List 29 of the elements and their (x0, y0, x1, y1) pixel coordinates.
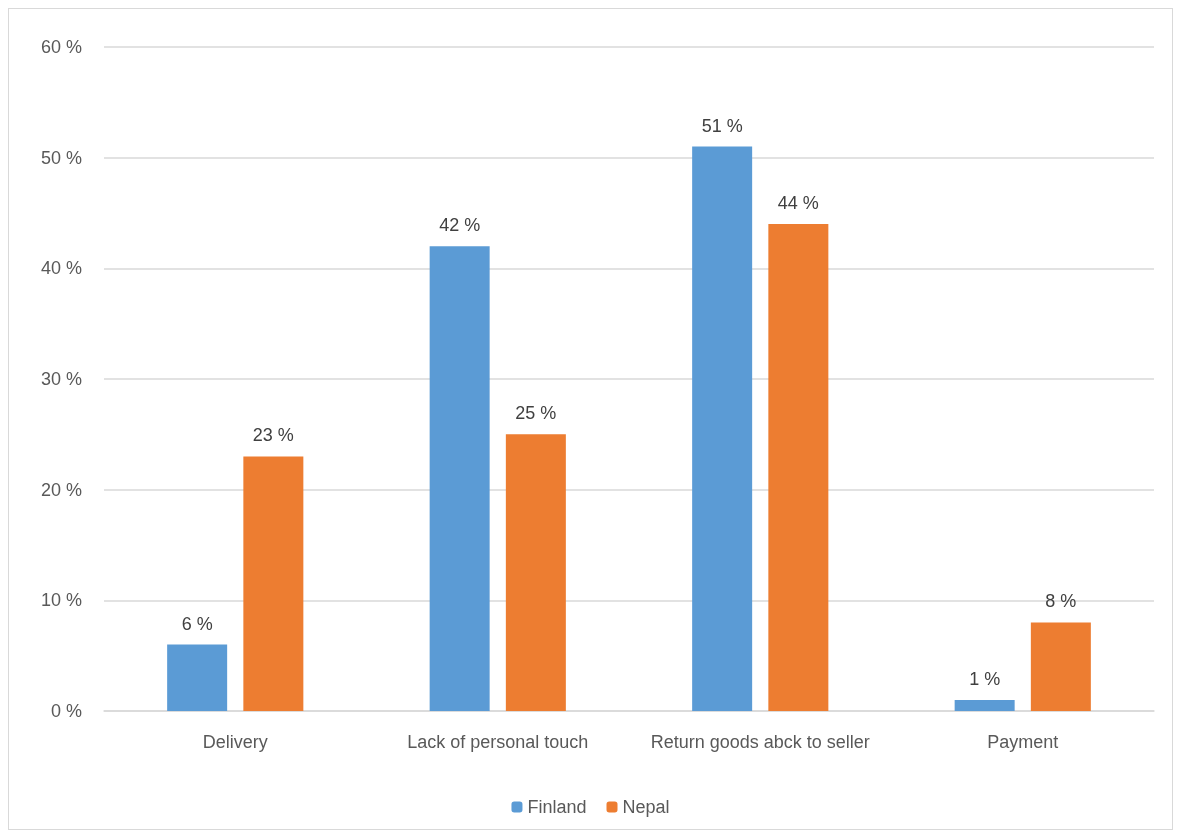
y-tick-label: 50 % (40, 147, 82, 168)
bar (954, 699, 1015, 711)
data-label: 23 % (252, 425, 294, 446)
x-tick-label: Delivery (202, 732, 268, 752)
data-label: 8 % (1045, 591, 1077, 612)
bar (505, 434, 566, 711)
bar (1030, 622, 1091, 711)
x-tick-label: Payment (987, 732, 1059, 752)
y-tick-label: 60 % (40, 37, 82, 57)
legend-label: Nepal (622, 797, 670, 817)
legend-label: Finland (527, 797, 587, 817)
data-label: 44 % (777, 193, 819, 214)
y-tick-label: 30 % (40, 369, 82, 389)
bar (768, 224, 829, 711)
y-tick-label: 20 % (40, 479, 82, 500)
data-label: 51 % (701, 115, 743, 136)
bar (692, 146, 753, 711)
y-tick-label: 0 % (50, 701, 82, 721)
bar (243, 456, 304, 711)
y-tick-label: 40 % (40, 258, 82, 279)
data-label: 25 % (515, 403, 557, 424)
x-tick-label: Return goods abck to seller (650, 732, 870, 752)
bar (167, 644, 228, 711)
bar (429, 246, 490, 711)
y-tick-label: 10 % (40, 590, 82, 611)
data-label: 42 % (439, 215, 481, 236)
data-label: 1 % (969, 668, 1001, 689)
data-label: 6 % (181, 613, 213, 634)
x-tick-label: Lack of personal touch (407, 732, 589, 752)
